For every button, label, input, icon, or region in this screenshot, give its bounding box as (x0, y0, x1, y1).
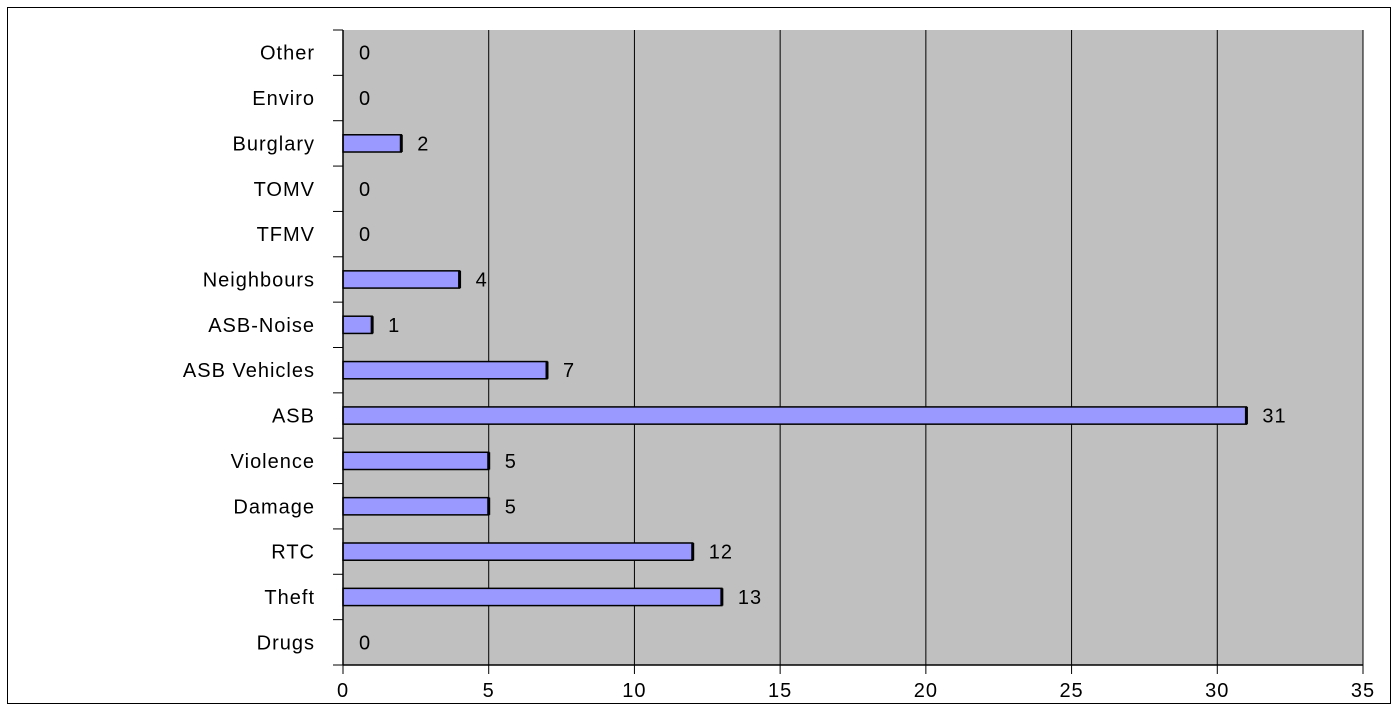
bar (342, 134, 403, 153)
data-label: 2 (417, 133, 429, 155)
category-label: TFMV (257, 224, 315, 246)
x-tick-label: 10 (622, 680, 646, 702)
x-tick-label: 25 (1059, 680, 1083, 702)
category-label: Burglary (233, 133, 315, 155)
plot-area (343, 30, 1363, 665)
category-label: Violence (231, 451, 315, 473)
category-label: Other (260, 43, 315, 65)
category-label: RTC (271, 542, 315, 564)
x-tick-label: 35 (1351, 680, 1375, 702)
bar (342, 542, 694, 561)
x-tick-label: 30 (1205, 680, 1229, 702)
data-label: 7 (563, 360, 575, 382)
category-label: Drugs (257, 632, 315, 654)
x-axis: 0 5 10 15 20 25 30 35 (337, 664, 1375, 702)
category-label: Neighbours (203, 269, 315, 291)
bar (342, 270, 461, 289)
category-label: Enviro (252, 88, 315, 110)
data-label: 31 (1262, 406, 1286, 428)
data-label: 0 (359, 43, 371, 65)
bar (342, 406, 1248, 425)
category-label: Theft (264, 587, 315, 609)
category-label: Damage (233, 496, 315, 518)
data-label: 5 (505, 496, 517, 518)
data-label: 0 (359, 632, 371, 654)
bar (342, 496, 490, 516)
data-label: 1 (388, 315, 400, 337)
category-label: TOMV (254, 179, 315, 201)
bar (342, 587, 723, 607)
category-label: ASB-Noise (208, 315, 315, 337)
bar (342, 360, 548, 380)
data-label: 12 (709, 542, 733, 564)
data-label: 13 (738, 587, 762, 609)
bar (342, 451, 490, 471)
data-label: 0 (359, 224, 371, 246)
bar (342, 315, 373, 335)
x-tick-label: 0 (337, 680, 349, 702)
data-label: 5 (505, 451, 517, 473)
category-label: ASB Vehicles (183, 360, 315, 382)
data-label: 0 (359, 179, 371, 201)
x-tick-label: 20 (914, 680, 938, 702)
bars (342, 134, 1248, 607)
data-label: 4 (476, 269, 488, 291)
x-tick-label: 5 (483, 680, 495, 702)
category-label: ASB (272, 406, 315, 428)
y-axis: Drugs Theft RTC Damage Violence ASB ASB Vehicl… (183, 29, 344, 666)
x-tick-label: 15 (768, 680, 792, 702)
data-label: 0 (359, 88, 371, 110)
